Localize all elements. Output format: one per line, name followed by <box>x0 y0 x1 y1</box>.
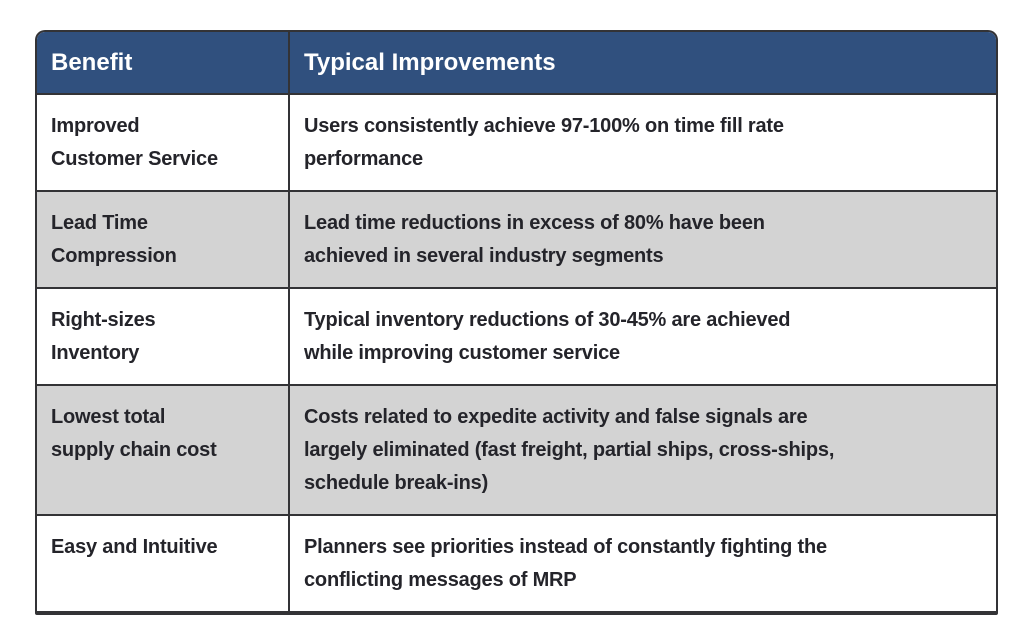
improvement-cell: Lead time reductions in excess of 80% ha… <box>304 212 765 267</box>
column-header-typical-improvements: Typical Improvements <box>304 49 556 76</box>
improvement-cell: Costs related to expedite activity and f… <box>304 406 835 494</box>
table-row: Easy and Intuitive Planners see prioriti… <box>37 514 996 611</box>
benefits-table: Benefit Typical Improvements Improved Cu… <box>35 30 998 615</box>
benefit-cell: Easy and Intuitive <box>37 516 290 611</box>
table-row: Lowest total supply chain cost Costs rel… <box>37 384 996 514</box>
table-header-row: Benefit Typical Improvements <box>37 32 996 93</box>
table-row: Right-sizes Inventory Typical inventory … <box>37 287 996 384</box>
table-row: Improved Customer Service Users consiste… <box>37 93 996 190</box>
benefit-cell: Right-sizes Inventory <box>37 289 290 384</box>
column-header-benefit: Benefit <box>37 32 290 93</box>
benefit-cell: Lowest total supply chain cost <box>37 386 290 514</box>
benefit-cell: Improved Customer Service <box>37 95 290 190</box>
improvement-cell: Users consistently achieve 97-100% on ti… <box>304 115 784 170</box>
benefit-cell: Lead Time Compression <box>37 192 290 287</box>
improvement-cell: Typical inventory reductions of 30-45% a… <box>304 309 791 364</box>
table-row: Lead Time Compression Lead time reductio… <box>37 190 996 287</box>
improvement-cell: Planners see priorities instead of const… <box>304 536 827 591</box>
